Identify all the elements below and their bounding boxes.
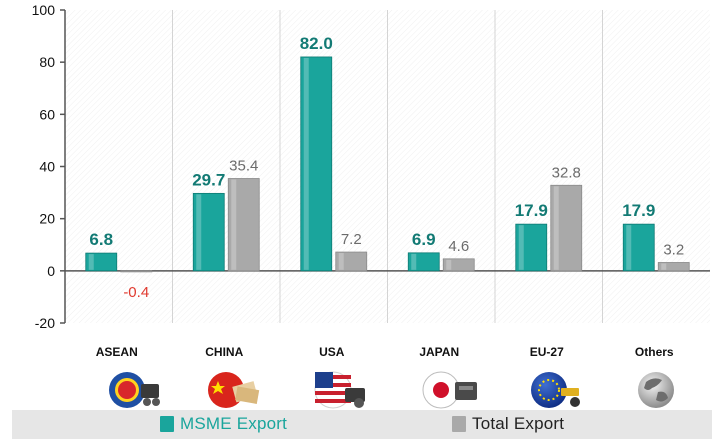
bar-msme-others [622,223,655,272]
label-msme-asean: 6.8 [89,230,113,249]
bar-total-eu-27 [550,184,583,272]
bar-total-china [227,178,260,272]
label-msme-others: 17.9 [622,201,655,220]
category-label-eu-27: EU-27 [530,345,564,359]
asean-emblem-icon [109,372,160,408]
bar-msme-eu-27 [515,223,548,272]
bar-highlight [88,254,94,270]
label-msme-china: 29.7 [192,170,225,189]
usa-flag-icon [314,371,365,409]
y-tick-label: 0 [47,263,55,279]
legend-item-msme: MSME Export [160,413,287,435]
bar-total-asean [120,270,153,273]
label-total-japan: 4.6 [448,238,469,255]
bar-highlight [338,253,344,270]
label-total-others: 3.2 [663,241,684,258]
bar-highlight [231,179,237,270]
category-label-usa: USA [319,345,345,359]
label-total-china: 35.4 [229,157,258,174]
y-tick-label: -20 [35,315,55,331]
label-total-usa: 7.2 [341,231,362,248]
bar-msme-china [192,192,225,272]
label-msme-eu-27: 17.9 [515,201,548,220]
bar-total-japan [442,258,475,272]
y-tick-label: 40 [39,159,55,175]
legend-label-total: Total Export [472,414,565,433]
category-label-asean: ASEAN [96,345,138,359]
label-total-asean: -0.4 [123,284,149,301]
label-msme-japan: 6.9 [412,230,436,249]
category-label-japan: JAPAN [419,345,459,359]
japan-flag-icon [422,371,477,409]
china-flag-icon [208,372,260,408]
bar-highlight [626,225,632,270]
bar-highlight [446,259,452,270]
globe-icon [638,372,674,408]
y-tick-label: 20 [39,211,55,227]
label-total-eu-27: 32.8 [552,164,581,181]
bar-highlight [303,57,309,270]
legend-swatch-total [452,416,466,432]
y-tick-label: 60 [39,106,55,122]
legend-item-total: Total Export [452,413,564,435]
category-label-others: Others [635,345,674,359]
eu-flag-icon [531,372,580,408]
category-label-china: CHINA [205,345,243,359]
legend-swatch-msme [160,416,174,432]
legend: MSME Export Total Export [12,410,712,439]
bar-msme-japan [407,252,440,272]
bar-total-usa [335,251,368,272]
bar-highlight [196,194,202,270]
legend-label-msme: MSME Export [180,414,288,433]
bar-highlight [661,263,667,270]
bar-total-others [657,262,690,272]
bar-msme-usa [300,56,333,272]
y-tick-label: 80 [39,54,55,70]
bar-msme-asean [85,252,118,272]
y-tick-label: 100 [32,2,56,18]
bar-highlight [553,186,559,270]
bar-highlight [518,225,524,270]
label-msme-usa: 82.0 [300,34,333,53]
bar-highlight [411,253,417,270]
